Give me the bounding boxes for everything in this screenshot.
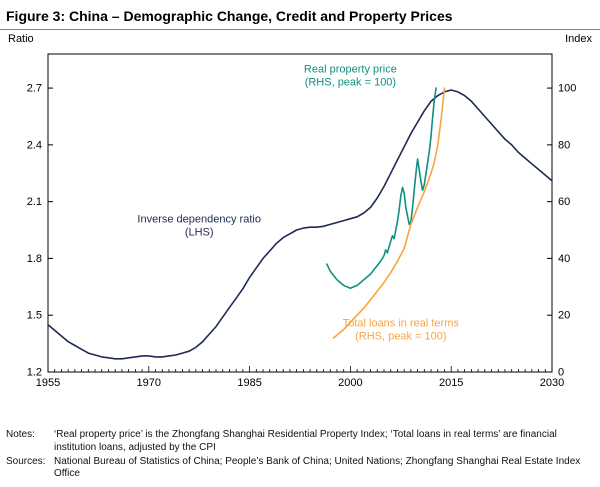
figure-title: Figure 3: China – Demographic Change, Cr… xyxy=(6,8,453,24)
total-loans-label-line2: (RHS, peak = 100) xyxy=(355,331,446,343)
title-divider xyxy=(0,29,600,30)
inverse-dependency-ratio-label-line1: Inverse dependency ratio xyxy=(137,213,261,225)
chart-footnotes: Notes: ‘Real property price’ is the Zhon… xyxy=(0,426,600,481)
x-axis-tick-label: 2030 xyxy=(540,377,564,389)
right-axis-tick-label: 20 xyxy=(558,310,570,322)
plot-frame xyxy=(47,53,553,373)
chart-area: Ratio Index 1.2 1.5 1.8 2.1 2.4 2.7 0 20 40 60 80 1… xyxy=(0,30,600,426)
right-axis-tick-label: 40 xyxy=(558,253,570,265)
inverse-dependency-ratio-line xyxy=(47,89,553,360)
sources-label: Sources: xyxy=(6,455,46,467)
x-axis-tick-label: 2015 xyxy=(439,377,463,389)
real-property-price-label-line2: (RHS, peak = 100) xyxy=(305,76,396,88)
x-axis-tick-label: 1985 xyxy=(237,377,261,389)
right-axis-tick-label: 0 xyxy=(558,367,564,379)
sources-row: Sources: National Bureau of Statistics o… xyxy=(6,456,590,482)
total-loans-line xyxy=(332,87,446,339)
total-loans-label-line1: Total loans in real terms xyxy=(343,318,460,330)
left-axis-tick-label: 2.7 xyxy=(27,83,42,95)
notes-text: ‘Real property price’ is the Zhongfang S… xyxy=(54,429,557,453)
left-axis-tick-label: 1.8 xyxy=(27,253,42,265)
right-axis-tick-label: 80 xyxy=(558,139,570,151)
notes-row: Notes: ‘Real property price’ is the Zhon… xyxy=(6,429,590,455)
notes-label: Notes: xyxy=(6,429,35,440)
left-axis-unit-label: Ratio xyxy=(8,33,34,45)
chart-svg: 1.2 1.5 1.8 2.1 2.4 2.7 0 20 40 60 80 100 1955 1970 19… xyxy=(27,53,576,389)
sources-text: National Bureau of Statistics of China; … xyxy=(54,455,581,480)
right-axis-tick-label: 100 xyxy=(558,83,576,95)
left-axis-tick-label: 1.2 xyxy=(27,367,42,379)
real-property-price-line xyxy=(326,87,437,290)
x-axis-tick-label: 1955 xyxy=(36,377,60,389)
left-axis-tick-label: 2.4 xyxy=(27,139,42,151)
left-axis-tick-label: 2.1 xyxy=(27,196,42,208)
inverse-dependency-ratio-label-line2: (LHS) xyxy=(185,226,214,238)
x-axis-tick-label: 2000 xyxy=(338,377,362,389)
left-axis-tick-label: 1.5 xyxy=(27,310,42,322)
right-axis-unit-label: Index xyxy=(565,33,592,45)
real-property-price-label-line1: Real property price xyxy=(304,63,397,75)
right-axis-tick-label: 60 xyxy=(558,196,570,208)
x-axis-tick-label: 1970 xyxy=(137,377,161,389)
